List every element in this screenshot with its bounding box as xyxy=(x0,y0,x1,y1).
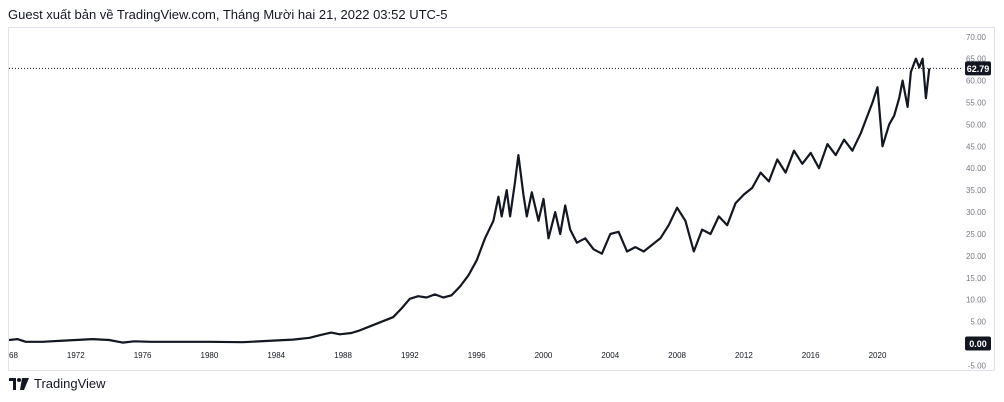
y-tick-label: 20.00 xyxy=(966,252,987,261)
x-tick-label: 1988 xyxy=(334,351,352,360)
x-tick-label: 1996 xyxy=(468,351,486,360)
price-line-group xyxy=(9,57,961,344)
y-tick-label: 15.00 xyxy=(966,274,987,283)
last-price-badge-label: 62.79 xyxy=(967,64,990,74)
price-badges: 62.79 0.00 xyxy=(965,61,991,351)
x-tick-label: 2004 xyxy=(601,351,619,360)
last-price-badge: 62.79 xyxy=(965,61,991,76)
x-tick-label: 1972 xyxy=(67,351,85,360)
y-tick-label: 60.00 xyxy=(966,77,987,86)
y-tick-label: 45.00 xyxy=(966,142,987,151)
y-tick-label: -5.00 xyxy=(968,361,987,370)
x-tick-label: 2012 xyxy=(735,351,753,360)
x-tick-label: 1992 xyxy=(401,351,419,360)
x-tick-label: 1976 xyxy=(134,351,152,360)
x-tick-label: 2000 xyxy=(535,351,553,360)
x-tick-label: 68 xyxy=(9,351,18,360)
y-tick-label: 30.00 xyxy=(966,208,987,217)
x-tick-label: 2016 xyxy=(802,351,820,360)
y-tick-label: 55.00 xyxy=(966,98,987,107)
zero-price-badge-bg xyxy=(965,336,991,351)
y-tick-label: 35.00 xyxy=(966,186,987,195)
footer: TradingView xyxy=(9,376,106,391)
y-tick-label: 70.00 xyxy=(966,33,987,42)
y-tick-label: 65.00 xyxy=(966,55,987,64)
price-series-line xyxy=(9,57,931,344)
chart-panel[interactable]: 70.00 65.00 60.00 55.00 50.00 45.00 40.00 35.00… xyxy=(8,27,995,371)
y-tick-label: 5.00 xyxy=(970,318,986,327)
y-tick-label: 10.00 xyxy=(966,296,987,305)
x-tick-label: 1984 xyxy=(267,351,285,360)
y-tick-label: 25.00 xyxy=(966,230,987,239)
price-axis: 70.00 65.00 60.00 55.00 50.00 45.00 40.00 35.00… xyxy=(966,33,987,371)
publish-info-header: Guest xuất bản về TradingView.com, Tháng… xyxy=(8,7,448,22)
y-tick-label: 50.00 xyxy=(966,120,987,129)
x-tick-label: 2008 xyxy=(668,351,686,360)
x-tick-label: 2020 xyxy=(869,351,887,360)
tradingview-logo-icon xyxy=(9,377,29,390)
x-tick-label: 1980 xyxy=(201,351,219,360)
last-price-badge-bg xyxy=(965,61,991,76)
time-axis: 68 1972 1976 1980 1984 1988 1992 1996 2000 2004 20… xyxy=(9,351,887,360)
zero-price-badge-label: 0.00 xyxy=(969,339,987,349)
zero-price-badge: 0.00 xyxy=(965,336,991,351)
tradingview-brand: TradingView xyxy=(34,376,106,391)
price-chart[interactable]: 70.00 65.00 60.00 55.00 50.00 45.00 40.00 35.00… xyxy=(9,28,996,372)
y-tick-label: 40.00 xyxy=(966,164,987,173)
